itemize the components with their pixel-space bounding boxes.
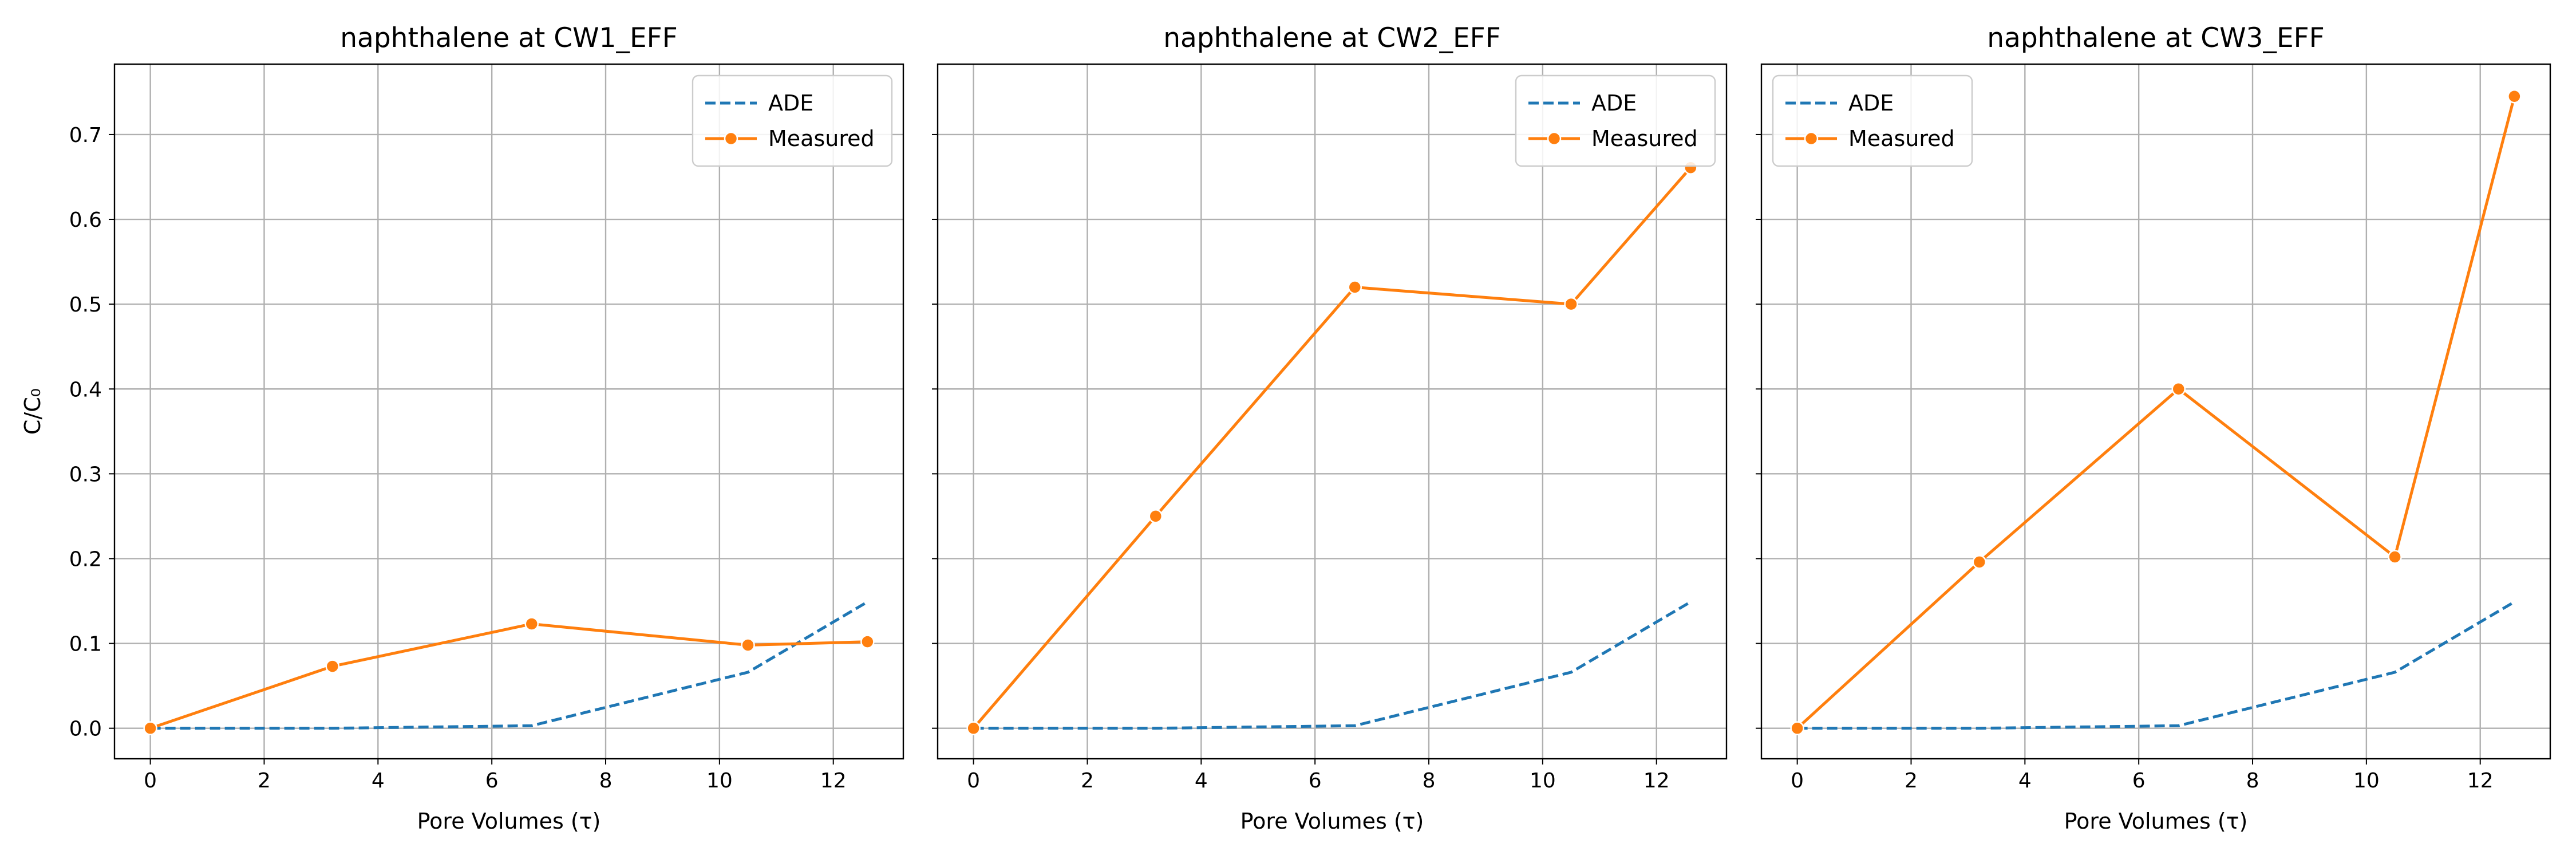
legend-marker-measured xyxy=(724,131,738,146)
y-axis-label: C/C₀ xyxy=(20,388,45,435)
legend-label-ade: ADE xyxy=(1848,90,1894,116)
data-point-measured xyxy=(860,635,875,649)
y-tick-label: 0.5 xyxy=(69,293,102,317)
legend-label-ade: ADE xyxy=(768,90,813,116)
data-point-measured xyxy=(143,721,157,735)
panel-3: 0 2 4 6 8 10 12 naphthalene at CW3_EFF Pore Volu… xyxy=(1756,22,2551,834)
legend: ADE Measured xyxy=(1515,74,1716,167)
x-tick-label: 2 xyxy=(258,769,271,793)
series-line-ade xyxy=(150,600,868,730)
x-tick-label: 10 xyxy=(1530,769,1556,793)
x-tick-label: 8 xyxy=(1423,769,1436,793)
data-point-measured xyxy=(2388,550,2402,564)
x-tick-label: 0 xyxy=(144,769,157,793)
x-tick-label: 6 xyxy=(485,769,499,793)
legend: ADE Measured xyxy=(1772,74,1973,167)
y-tick-label: 0.1 xyxy=(69,633,102,656)
data-point-measured xyxy=(2171,382,2186,396)
series-line-ade xyxy=(1797,600,2515,730)
x-tick-label: 2 xyxy=(1905,769,1918,793)
legend-box xyxy=(692,74,893,167)
plot-frame xyxy=(1760,63,2551,760)
x-tick-label: 0 xyxy=(1791,769,1804,793)
legend: ADE Measured xyxy=(692,74,893,167)
data-point-measured xyxy=(1564,297,1578,312)
y-tick-label: 0.4 xyxy=(69,378,102,401)
y-tick-label: 0.2 xyxy=(69,547,102,571)
y-tick-label: 0.7 xyxy=(69,124,102,147)
x-axis-label: Pore Volumes (τ) xyxy=(2064,809,2248,834)
y-tick-label: 0.3 xyxy=(69,463,102,486)
x-tick-label: 10 xyxy=(2353,769,2380,793)
plot-frame xyxy=(937,63,1728,760)
x-tick-label: 10 xyxy=(706,769,733,793)
data-point-measured xyxy=(2507,89,2522,104)
data-point-measured xyxy=(741,638,755,652)
data-point-measured xyxy=(524,617,539,631)
x-tick-label: 12 xyxy=(820,769,847,793)
legend-box xyxy=(1515,74,1716,167)
x-tick-label: 6 xyxy=(1309,769,1322,793)
x-tick-label: 4 xyxy=(372,769,385,793)
chart-title: naphthalene at CW2_EFF xyxy=(1163,22,1500,54)
data-point-measured xyxy=(1148,509,1163,523)
x-tick-label: 4 xyxy=(2018,769,2032,793)
x-tick-label: 8 xyxy=(2246,769,2259,793)
legend-label-measured: Measured xyxy=(1591,126,1698,151)
x-tick-label: 4 xyxy=(1195,769,1208,793)
legend-marker-measured xyxy=(1547,131,1562,146)
x-tick-label: 2 xyxy=(1081,769,1094,793)
data-point-measured xyxy=(966,721,981,735)
panel-1: 0 2 4 6 8 10 12 0.0 0.1 0.2 0.3 0.4 0.5 0.6 0.7 naphtha… xyxy=(20,22,904,834)
x-axis-label: Pore Volumes (τ) xyxy=(1240,809,1424,834)
plot-frame xyxy=(113,63,904,760)
legend-label-measured: Measured xyxy=(768,126,875,151)
data-point-measured xyxy=(1972,555,1987,569)
data-point-measured xyxy=(1348,280,1362,294)
y-tick-label: 0.0 xyxy=(69,718,102,741)
legend-box xyxy=(1772,74,1973,167)
x-tick-label: 12 xyxy=(1643,769,1670,793)
x-tick-label: 12 xyxy=(2467,769,2494,793)
chart-title: naphthalene at CW3_EFF xyxy=(1987,22,2324,54)
x-axis-label: Pore Volumes (τ) xyxy=(417,809,601,834)
y-tick-label: 0.6 xyxy=(69,208,102,232)
data-point-measured xyxy=(325,659,340,673)
legend-label-ade: ADE xyxy=(1591,90,1637,116)
data-point-measured xyxy=(1790,721,1804,735)
panel-2: 0 2 4 6 8 10 12 naphthalene at CW2_EFF Pore Volu… xyxy=(932,22,1728,834)
legend-marker-measured xyxy=(1804,131,1819,146)
chart-title: naphthalene at CW1_EFF xyxy=(340,22,677,54)
x-tick-label: 0 xyxy=(967,769,980,793)
x-tick-label: 8 xyxy=(599,769,613,793)
legend-label-measured: Measured xyxy=(1848,126,1955,151)
series-line-ade xyxy=(973,600,1692,730)
x-tick-label: 6 xyxy=(2132,769,2146,793)
